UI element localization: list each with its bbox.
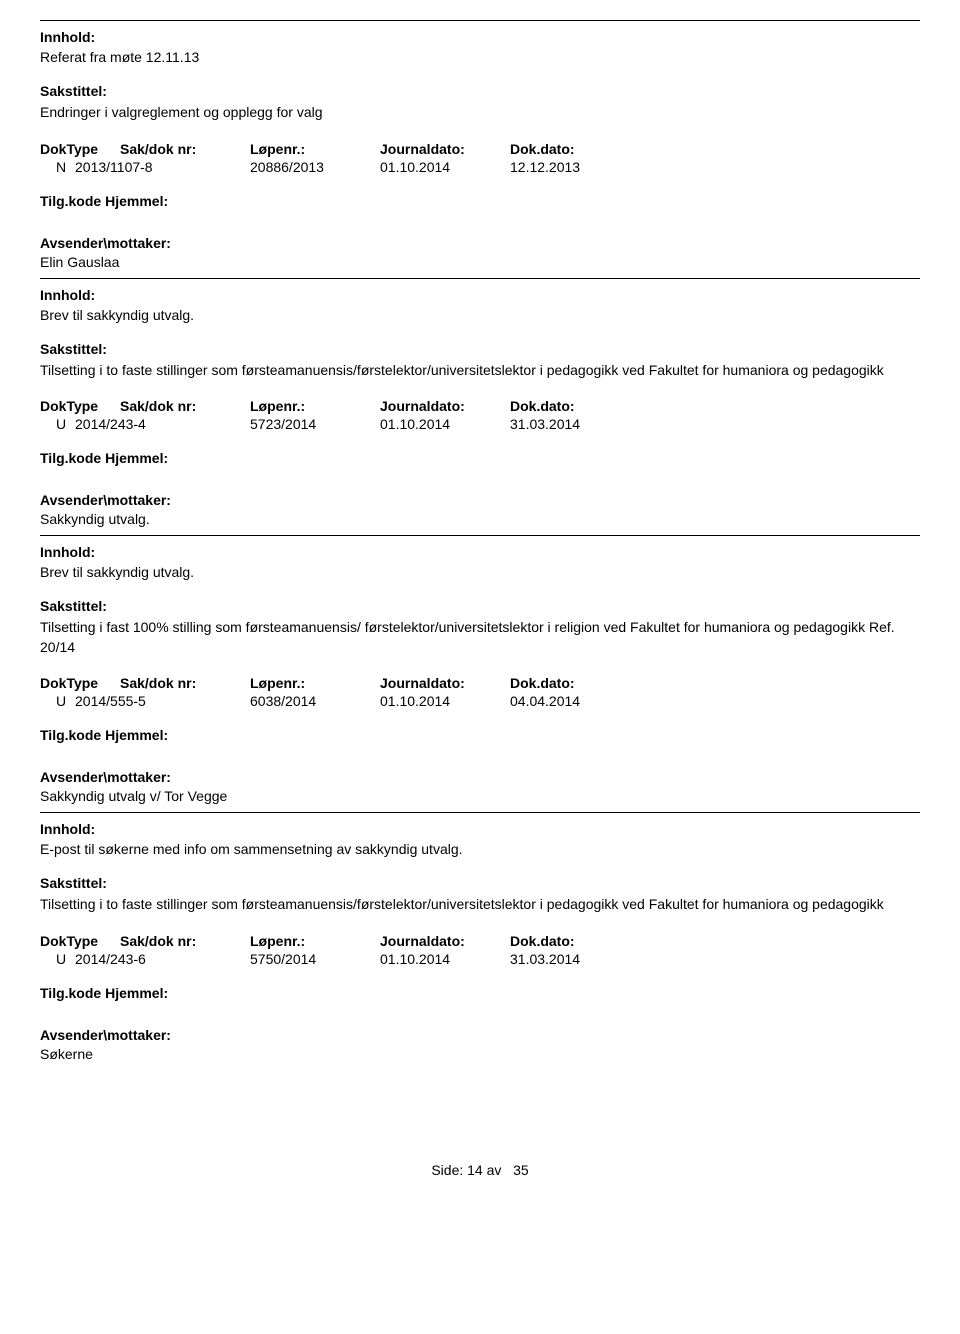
sakstittel-text: Endringer i valgreglement og opplegg for… (40, 103, 920, 123)
headers-row: DokType Sak/dok nr: Løpenr.: Journaldato… (40, 675, 920, 691)
journal-entry: Innhold: E-post til søkerne med info om … (40, 821, 920, 1062)
avsender-label: Avsender\mottaker: (40, 1027, 920, 1043)
journal-entry: Innhold: Brev til sakkyndig utvalg. Saks… (40, 287, 920, 528)
page-footer: Side: 14 av 35 (40, 1162, 920, 1178)
sakstittel-label: Sakstittel: (40, 83, 920, 99)
doktype-value: U (40, 951, 75, 967)
hjemmel-label: Hjemmel: (105, 985, 168, 1001)
data-row: N 2013/1107-8 20886/2013 01.10.2014 12.1… (40, 159, 920, 175)
doktype-header: DokType (40, 398, 120, 414)
doktype-header: DokType (40, 675, 120, 691)
tilgkode-row: Tilg.kode Hjemmel: (40, 193, 920, 209)
avsender-text: Elin Gauslaa (40, 254, 920, 270)
avsender-label: Avsender\mottaker: (40, 235, 920, 251)
doktype-value: N (40, 159, 75, 175)
sakdoknr-header: Sak/dok nr: (120, 675, 250, 691)
doktype-header: DokType (40, 933, 120, 949)
journaldato-value: 01.10.2014 (380, 159, 510, 175)
sakstittel-label: Sakstittel: (40, 598, 920, 614)
headers-row: DokType Sak/dok nr: Løpenr.: Journaldato… (40, 141, 920, 157)
dokdato-header: Dok.dato: (510, 675, 640, 691)
innhold-text: Referat fra møte 12.11.13 (40, 49, 920, 65)
lopenr-value: 5750/2014 (250, 951, 380, 967)
footer-page: 14 (467, 1162, 483, 1178)
entry-separator (40, 278, 920, 279)
footer-av: av (487, 1162, 502, 1178)
lopenr-value: 20886/2013 (250, 159, 380, 175)
journal-entry: Innhold: Brev til sakkyndig utvalg. Saks… (40, 544, 920, 804)
innhold-text: Brev til sakkyndig utvalg. (40, 564, 920, 580)
sakstittel-text: Tilsetting i to faste stillinger som før… (40, 361, 920, 381)
journaldato-header: Journaldato: (380, 141, 510, 157)
sakdoknr-header: Sak/dok nr: (120, 141, 250, 157)
tilgkode-row: Tilg.kode Hjemmel: (40, 450, 920, 466)
tilgkode-label: Tilg.kode (40, 985, 101, 1001)
avsender-label: Avsender\mottaker: (40, 769, 920, 785)
tilgkode-label: Tilg.kode (40, 727, 101, 743)
hjemmel-label: Hjemmel: (105, 193, 168, 209)
doktype-header: DokType (40, 141, 120, 157)
journaldato-value: 01.10.2014 (380, 951, 510, 967)
data-row: U 2014/243-4 5723/2014 01.10.2014 31.03.… (40, 416, 920, 432)
tilgkode-label: Tilg.kode (40, 193, 101, 209)
lopenr-value: 6038/2014 (250, 693, 380, 709)
innhold-text: Brev til sakkyndig utvalg. (40, 307, 920, 323)
sakstittel-text: Tilsetting i to faste stillinger som før… (40, 895, 920, 915)
sakdoknr-value: 2014/243-6 (75, 951, 250, 967)
journal-entry: Innhold: Referat fra møte 12.11.13 Sakst… (40, 29, 920, 270)
lopenr-header: Løpenr.: (250, 398, 380, 414)
lopenr-header: Løpenr.: (250, 675, 380, 691)
doktype-value: U (40, 416, 75, 432)
innhold-label: Innhold: (40, 29, 920, 45)
sakdoknr-value: 2014/555-5 (75, 693, 250, 709)
tilgkode-row: Tilg.kode Hjemmel: (40, 985, 920, 1001)
avsender-label: Avsender\mottaker: (40, 492, 920, 508)
doktype-value: U (40, 693, 75, 709)
avsender-text: Sakkyndig utvalg. (40, 511, 920, 527)
lopenr-value: 5723/2014 (250, 416, 380, 432)
top-separator (40, 20, 920, 21)
innhold-label: Innhold: (40, 544, 920, 560)
dokdato-value: 12.12.2013 (510, 159, 640, 175)
headers-row: DokType Sak/dok nr: Løpenr.: Journaldato… (40, 398, 920, 414)
dokdato-header: Dok.dato: (510, 141, 640, 157)
journaldato-value: 01.10.2014 (380, 416, 510, 432)
sakdoknr-value: 2014/243-4 (75, 416, 250, 432)
hjemmel-label: Hjemmel: (105, 727, 168, 743)
journaldato-header: Journaldato: (380, 675, 510, 691)
dokdato-header: Dok.dato: (510, 398, 640, 414)
data-row: U 2014/555-5 6038/2014 01.10.2014 04.04.… (40, 693, 920, 709)
sakdoknr-header: Sak/dok nr: (120, 398, 250, 414)
footer-total: 35 (513, 1162, 529, 1178)
innhold-text: E-post til søkerne med info om sammenset… (40, 841, 920, 857)
entry-separator (40, 812, 920, 813)
journaldato-header: Journaldato: (380, 398, 510, 414)
footer-prefix: Side: (431, 1162, 463, 1178)
sakstittel-label: Sakstittel: (40, 341, 920, 357)
sakdoknr-value: 2013/1107-8 (75, 159, 250, 175)
innhold-label: Innhold: (40, 821, 920, 837)
entry-separator (40, 535, 920, 536)
dokdato-header: Dok.dato: (510, 933, 640, 949)
dokdato-value: 04.04.2014 (510, 693, 640, 709)
avsender-text: Sakkyndig utvalg v/ Tor Vegge (40, 788, 920, 804)
lopenr-header: Løpenr.: (250, 933, 380, 949)
tilgkode-label: Tilg.kode (40, 450, 101, 466)
headers-row: DokType Sak/dok nr: Løpenr.: Journaldato… (40, 933, 920, 949)
journaldato-value: 01.10.2014 (380, 693, 510, 709)
dokdato-value: 31.03.2014 (510, 416, 640, 432)
entries-container: Innhold: Referat fra møte 12.11.13 Sakst… (40, 29, 920, 1062)
lopenr-header: Løpenr.: (250, 141, 380, 157)
dokdato-value: 31.03.2014 (510, 951, 640, 967)
sakstittel-text: Tilsetting i fast 100% stilling som førs… (40, 618, 920, 657)
sakdoknr-header: Sak/dok nr: (120, 933, 250, 949)
journaldato-header: Journaldato: (380, 933, 510, 949)
avsender-text: Søkerne (40, 1046, 920, 1062)
tilgkode-row: Tilg.kode Hjemmel: (40, 727, 920, 743)
hjemmel-label: Hjemmel: (105, 450, 168, 466)
sakstittel-label: Sakstittel: (40, 875, 920, 891)
data-row: U 2014/243-6 5750/2014 01.10.2014 31.03.… (40, 951, 920, 967)
innhold-label: Innhold: (40, 287, 920, 303)
